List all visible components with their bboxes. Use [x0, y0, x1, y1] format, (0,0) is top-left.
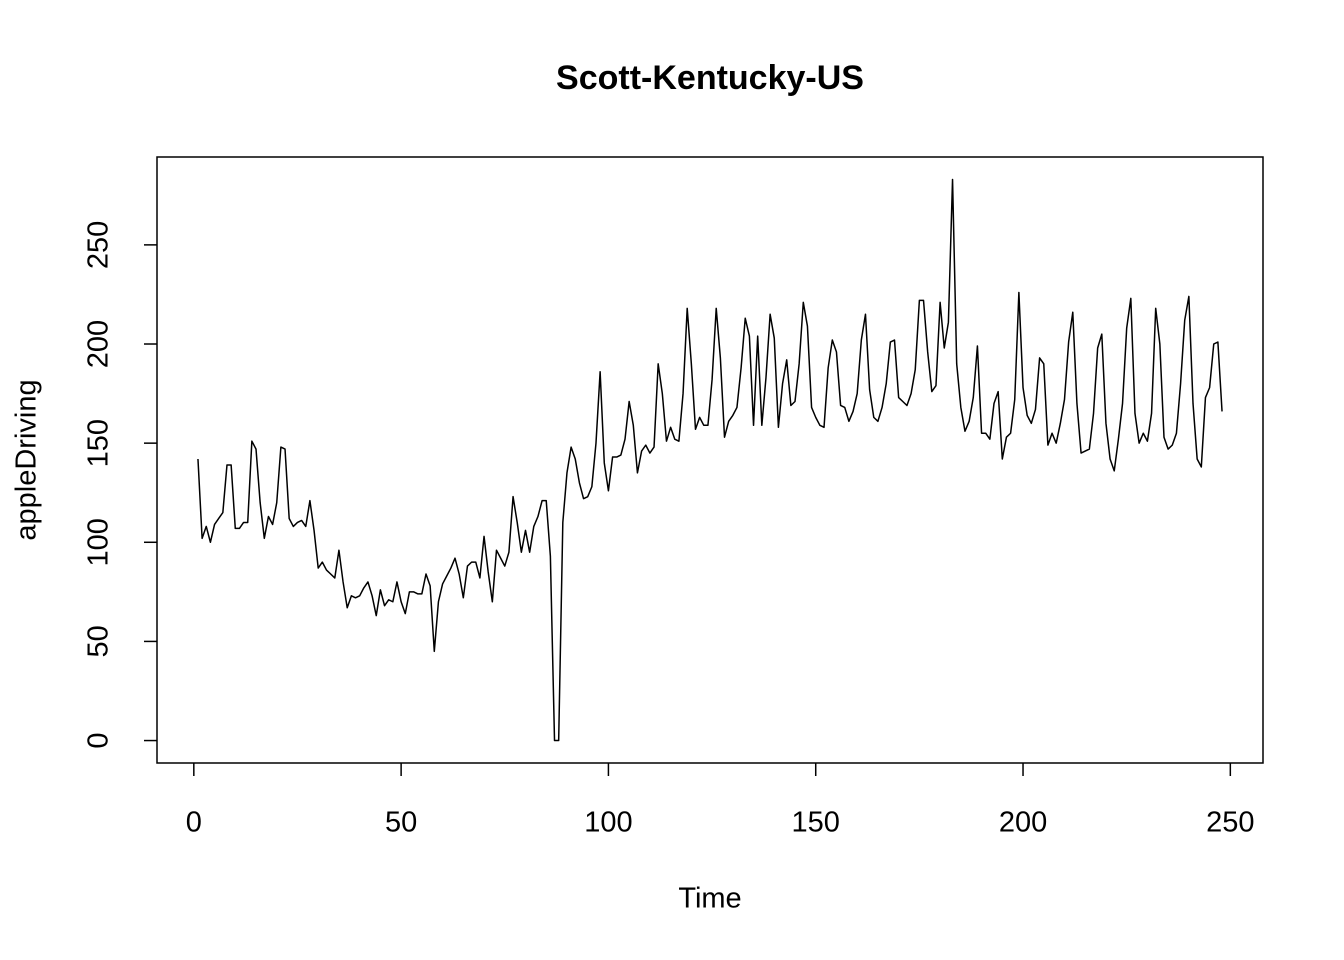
y-tick-label: 100	[83, 518, 115, 566]
y-tick-label: 150	[83, 419, 115, 467]
y-tick-label: 200	[83, 320, 115, 368]
chart-title: Scott-Kentucky-US	[556, 59, 864, 97]
x-tick-label: 100	[584, 807, 632, 839]
plot-frame	[156, 156, 1264, 764]
x-tick-label: 50	[385, 807, 417, 839]
y-tick-label: 50	[83, 625, 115, 657]
x-tick-label: 150	[792, 807, 840, 839]
y-axis-label: appleDriving	[11, 379, 43, 540]
x-axis-label: Time	[678, 883, 741, 915]
x-tick-label: 0	[186, 807, 202, 839]
y-tick-label: 250	[83, 221, 115, 269]
x-tick-label: 250	[1206, 807, 1254, 839]
y-tick-label: 0	[83, 732, 115, 748]
x-tick-label: 200	[999, 807, 1047, 839]
data-line	[197, 178, 1223, 742]
